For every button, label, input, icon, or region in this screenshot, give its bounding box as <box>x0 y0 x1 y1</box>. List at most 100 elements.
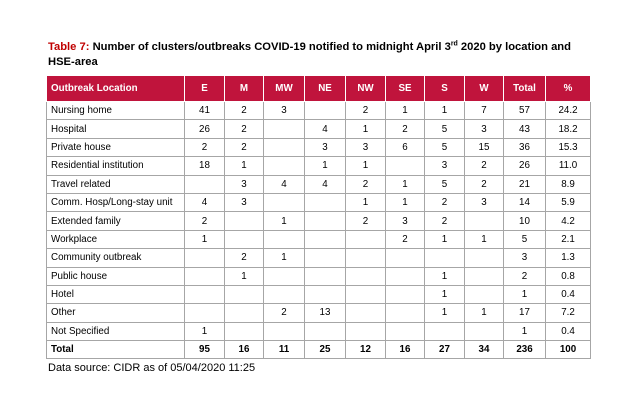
row-label: Nursing home <box>46 100 185 121</box>
row-label: Private house <box>46 137 185 158</box>
caption-text: Number of clusters/outbreaks COVID-19 no… <box>92 41 451 53</box>
table-cell: 2 <box>224 100 264 121</box>
table-cell: 41 <box>184 100 225 121</box>
table-cell: 3 <box>503 248 546 268</box>
caption-label: Table 7: <box>48 41 90 53</box>
table-cell: 4 <box>304 119 346 139</box>
column-header: Total <box>503 75 546 102</box>
table-row: Extended family 2 1 2 3 2 10 4.2 <box>46 211 591 231</box>
table-cell <box>304 266 346 286</box>
table-cell <box>385 284 425 305</box>
table-cell: 3 <box>464 192 504 213</box>
table-cell <box>464 321 504 342</box>
row-label: Comm. Hosp/Long-stay unit <box>46 192 185 213</box>
column-header: NE <box>304 75 346 102</box>
row-label: Residential institution <box>46 156 185 176</box>
total-cell: 34 <box>464 340 504 360</box>
table-cell: 4 <box>184 192 225 213</box>
table-row: Hospital 26 2 4 1 2 5 3 43 18.2 <box>46 119 591 139</box>
table-cell <box>184 248 225 268</box>
table-cell: 2 <box>345 100 386 121</box>
table-row: Not Specified 1 1 0.4 <box>46 321 591 342</box>
table-cell <box>345 303 386 323</box>
column-header: E <box>184 75 225 102</box>
table-cell: 1 <box>464 229 504 250</box>
table-cell <box>304 248 346 268</box>
table-row: Hotel 1 1 0.4 <box>46 284 591 305</box>
table-cell <box>304 192 346 213</box>
table-row: Public house 1 1 2 0.8 <box>46 266 591 286</box>
table-row: Community outbreak 2 1 3 1.3 <box>46 248 591 268</box>
table-cell: 11.0 <box>545 156 591 176</box>
table-cell <box>263 229 305 250</box>
total-cell: 236 <box>503 340 546 360</box>
table-row: Nursing home 41 2 3 2 1 1 7 57 24.2 <box>46 100 591 121</box>
table-cell: 4.2 <box>545 211 591 231</box>
total-cell: 11 <box>263 340 305 360</box>
table-cell: 8.9 <box>545 174 591 194</box>
table-cell: 36 <box>503 137 546 158</box>
table-cell: 1 <box>224 266 264 286</box>
column-header: Outbreak Location <box>46 75 185 102</box>
row-label: Not Specified <box>46 321 185 342</box>
table-cell: 1 <box>424 284 465 305</box>
table-cell: 10 <box>503 211 546 231</box>
table-cell: 0.4 <box>545 284 591 305</box>
table-cell: 6 <box>385 137 425 158</box>
table-cell: 5 <box>424 137 465 158</box>
table-cell: 0.8 <box>545 266 591 286</box>
table-cell <box>385 303 425 323</box>
table-cell: 1 <box>263 211 305 231</box>
table-cell <box>184 284 225 305</box>
table-cell: 3 <box>224 192 264 213</box>
table-cell: 2 <box>385 229 425 250</box>
column-header: MW <box>263 75 305 102</box>
table-cell: 1 <box>424 266 465 286</box>
column-header: SE <box>385 75 425 102</box>
table-cell <box>224 303 264 323</box>
table-cell: 15.3 <box>545 137 591 158</box>
table-cell: 57 <box>503 100 546 121</box>
table-cell: 21 <box>503 174 546 194</box>
caption-text-end: 2020 by location and HSE-area <box>48 41 571 68</box>
table-cell: 18.2 <box>545 119 591 139</box>
table-cell <box>385 156 425 176</box>
table-cell: 3 <box>263 100 305 121</box>
column-header: S <box>424 75 465 102</box>
total-row: Total 95 16 11 25 12 16 27 34 236 100 <box>46 340 591 360</box>
table-cell: 26 <box>503 156 546 176</box>
total-cell: 25 <box>304 340 346 360</box>
table-cell <box>184 174 225 194</box>
table-cell: 1 <box>345 119 386 139</box>
table-cell: 1 <box>424 229 465 250</box>
table-cell: 1 <box>424 100 465 121</box>
table-row: Other 2 13 1 1 17 7.2 <box>46 303 591 323</box>
table-cell <box>263 321 305 342</box>
table-cell <box>263 192 305 213</box>
table-cell <box>345 321 386 342</box>
total-cell: 95 <box>184 340 225 360</box>
column-header: M <box>224 75 264 102</box>
table-cell: 1 <box>503 284 546 305</box>
table-cell: 3 <box>424 156 465 176</box>
table-cell <box>385 321 425 342</box>
table-cell: 1 <box>184 229 225 250</box>
table-cell: 4 <box>263 174 305 194</box>
table-cell: 2 <box>345 211 386 231</box>
table-cell: 1 <box>385 100 425 121</box>
table-cell: 3 <box>385 211 425 231</box>
table-cell: 3 <box>304 137 346 158</box>
table-cell: 7 <box>464 100 504 121</box>
total-cell: 100 <box>545 340 591 360</box>
table-cell: 1 <box>184 321 225 342</box>
table-row: Residential institution 18 1 1 1 3 2 26 11.0 <box>46 156 591 176</box>
table-cell: 1 <box>345 192 386 213</box>
total-cell: 12 <box>345 340 386 360</box>
table-cell <box>224 284 264 305</box>
table-cell: 2 <box>424 211 465 231</box>
table-cell: 1.3 <box>545 248 591 268</box>
table-cell: 2 <box>464 174 504 194</box>
table-cell: 1 <box>263 248 305 268</box>
table-cell <box>304 321 346 342</box>
table-cell <box>304 229 346 250</box>
